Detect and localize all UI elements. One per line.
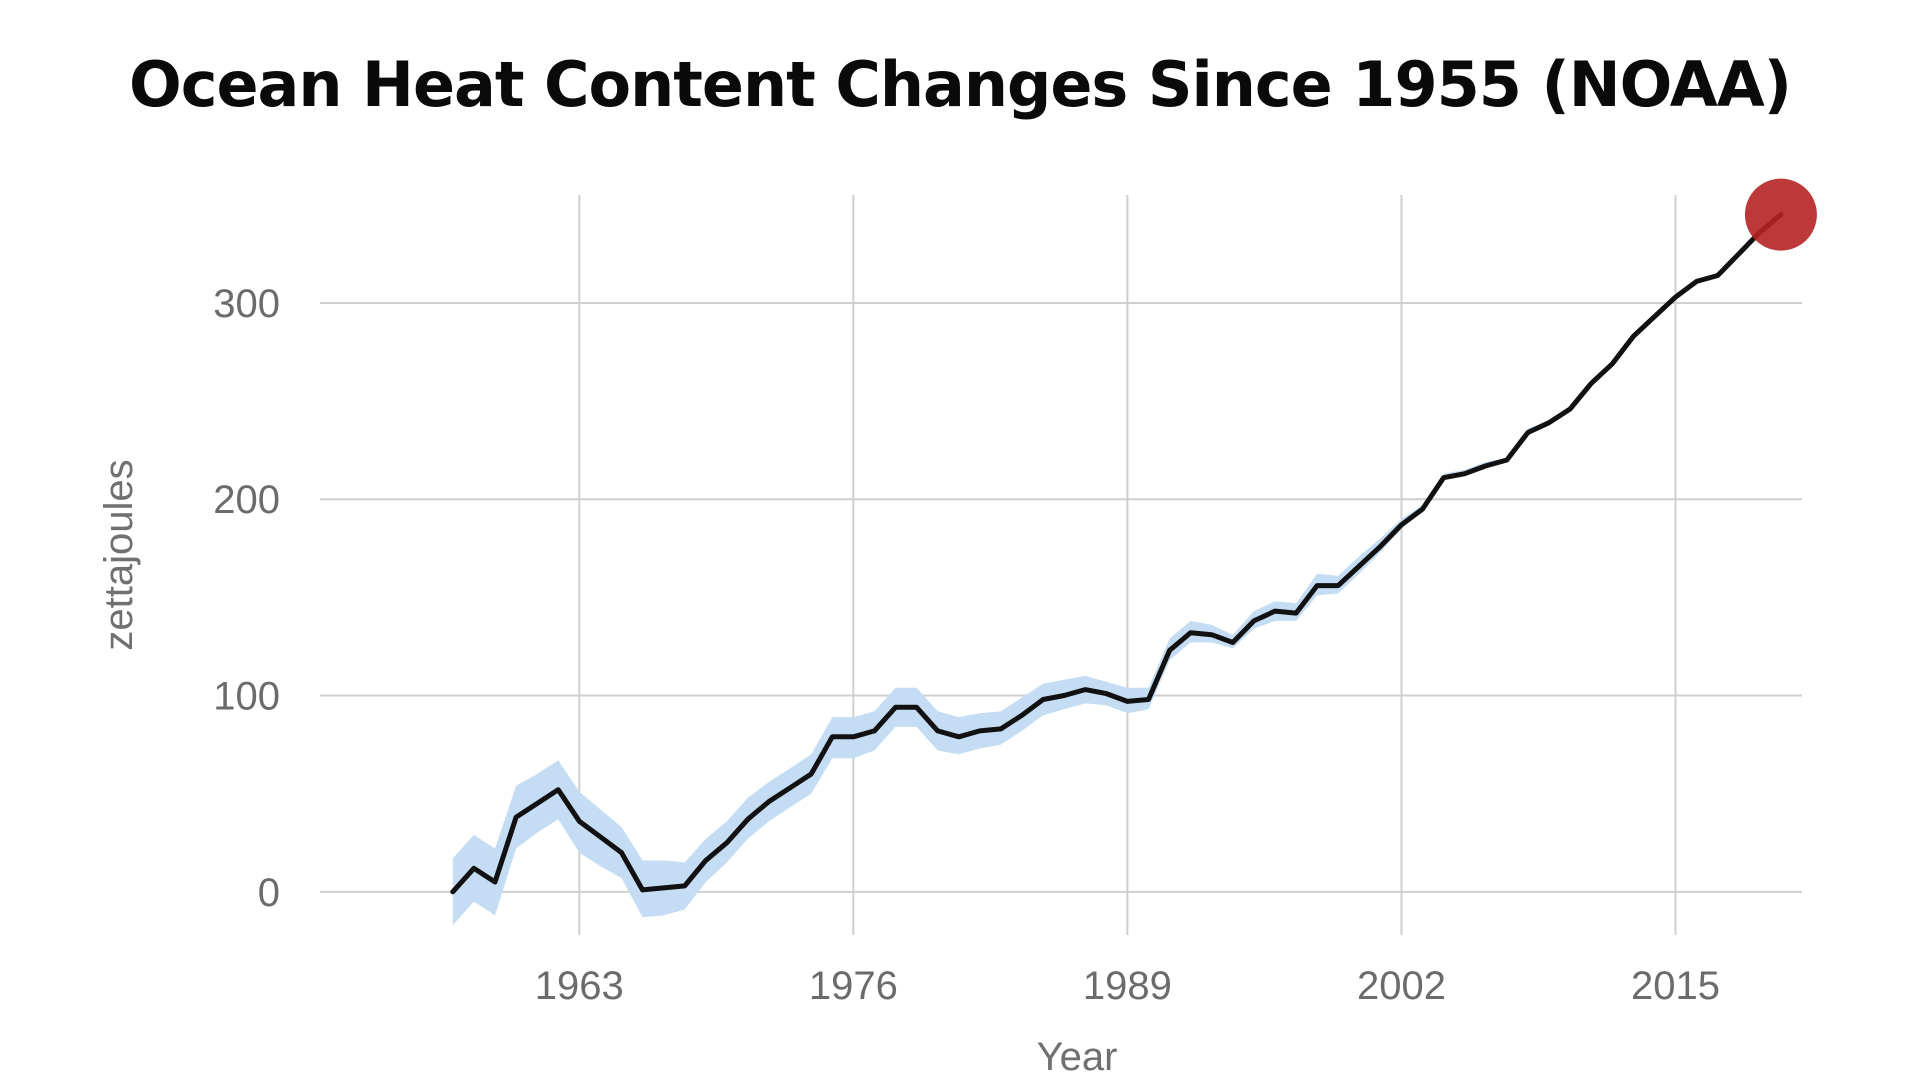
y-tick-label-200: 200 (213, 478, 280, 522)
y-tick-label-300: 300 (213, 282, 280, 326)
x-tick-label-1976: 1976 (809, 964, 898, 1008)
y-tick-label-0: 0 (258, 871, 280, 915)
x-axis-title: Year (1037, 1035, 1118, 1079)
highlight-marker-layer (1744, 178, 1817, 251)
chart-title: Ocean Heat Content Changes Since 1955 (N… (128, 48, 1792, 121)
x-tick-label-2015: 2015 (1631, 964, 1720, 1008)
series-line-layer (450, 212, 1784, 895)
tick-label-layer: 0 100 200 300 1963 1976 1989 2002 2015 (213, 282, 1720, 1008)
uncertainty-band-0 (452, 230, 1760, 926)
y-axis-title: zettajoules (97, 459, 141, 650)
series-line-0 (450, 212, 1784, 895)
x-tick-label-2002: 2002 (1357, 964, 1446, 1008)
x-tick-label-1989: 1989 (1083, 964, 1172, 1008)
latest-value-marker (1744, 178, 1817, 251)
uncertainty-band-layer (452, 230, 1760, 926)
x-tick-label-1963: 1963 (535, 964, 624, 1008)
y-tick-label-100: 100 (213, 675, 280, 719)
